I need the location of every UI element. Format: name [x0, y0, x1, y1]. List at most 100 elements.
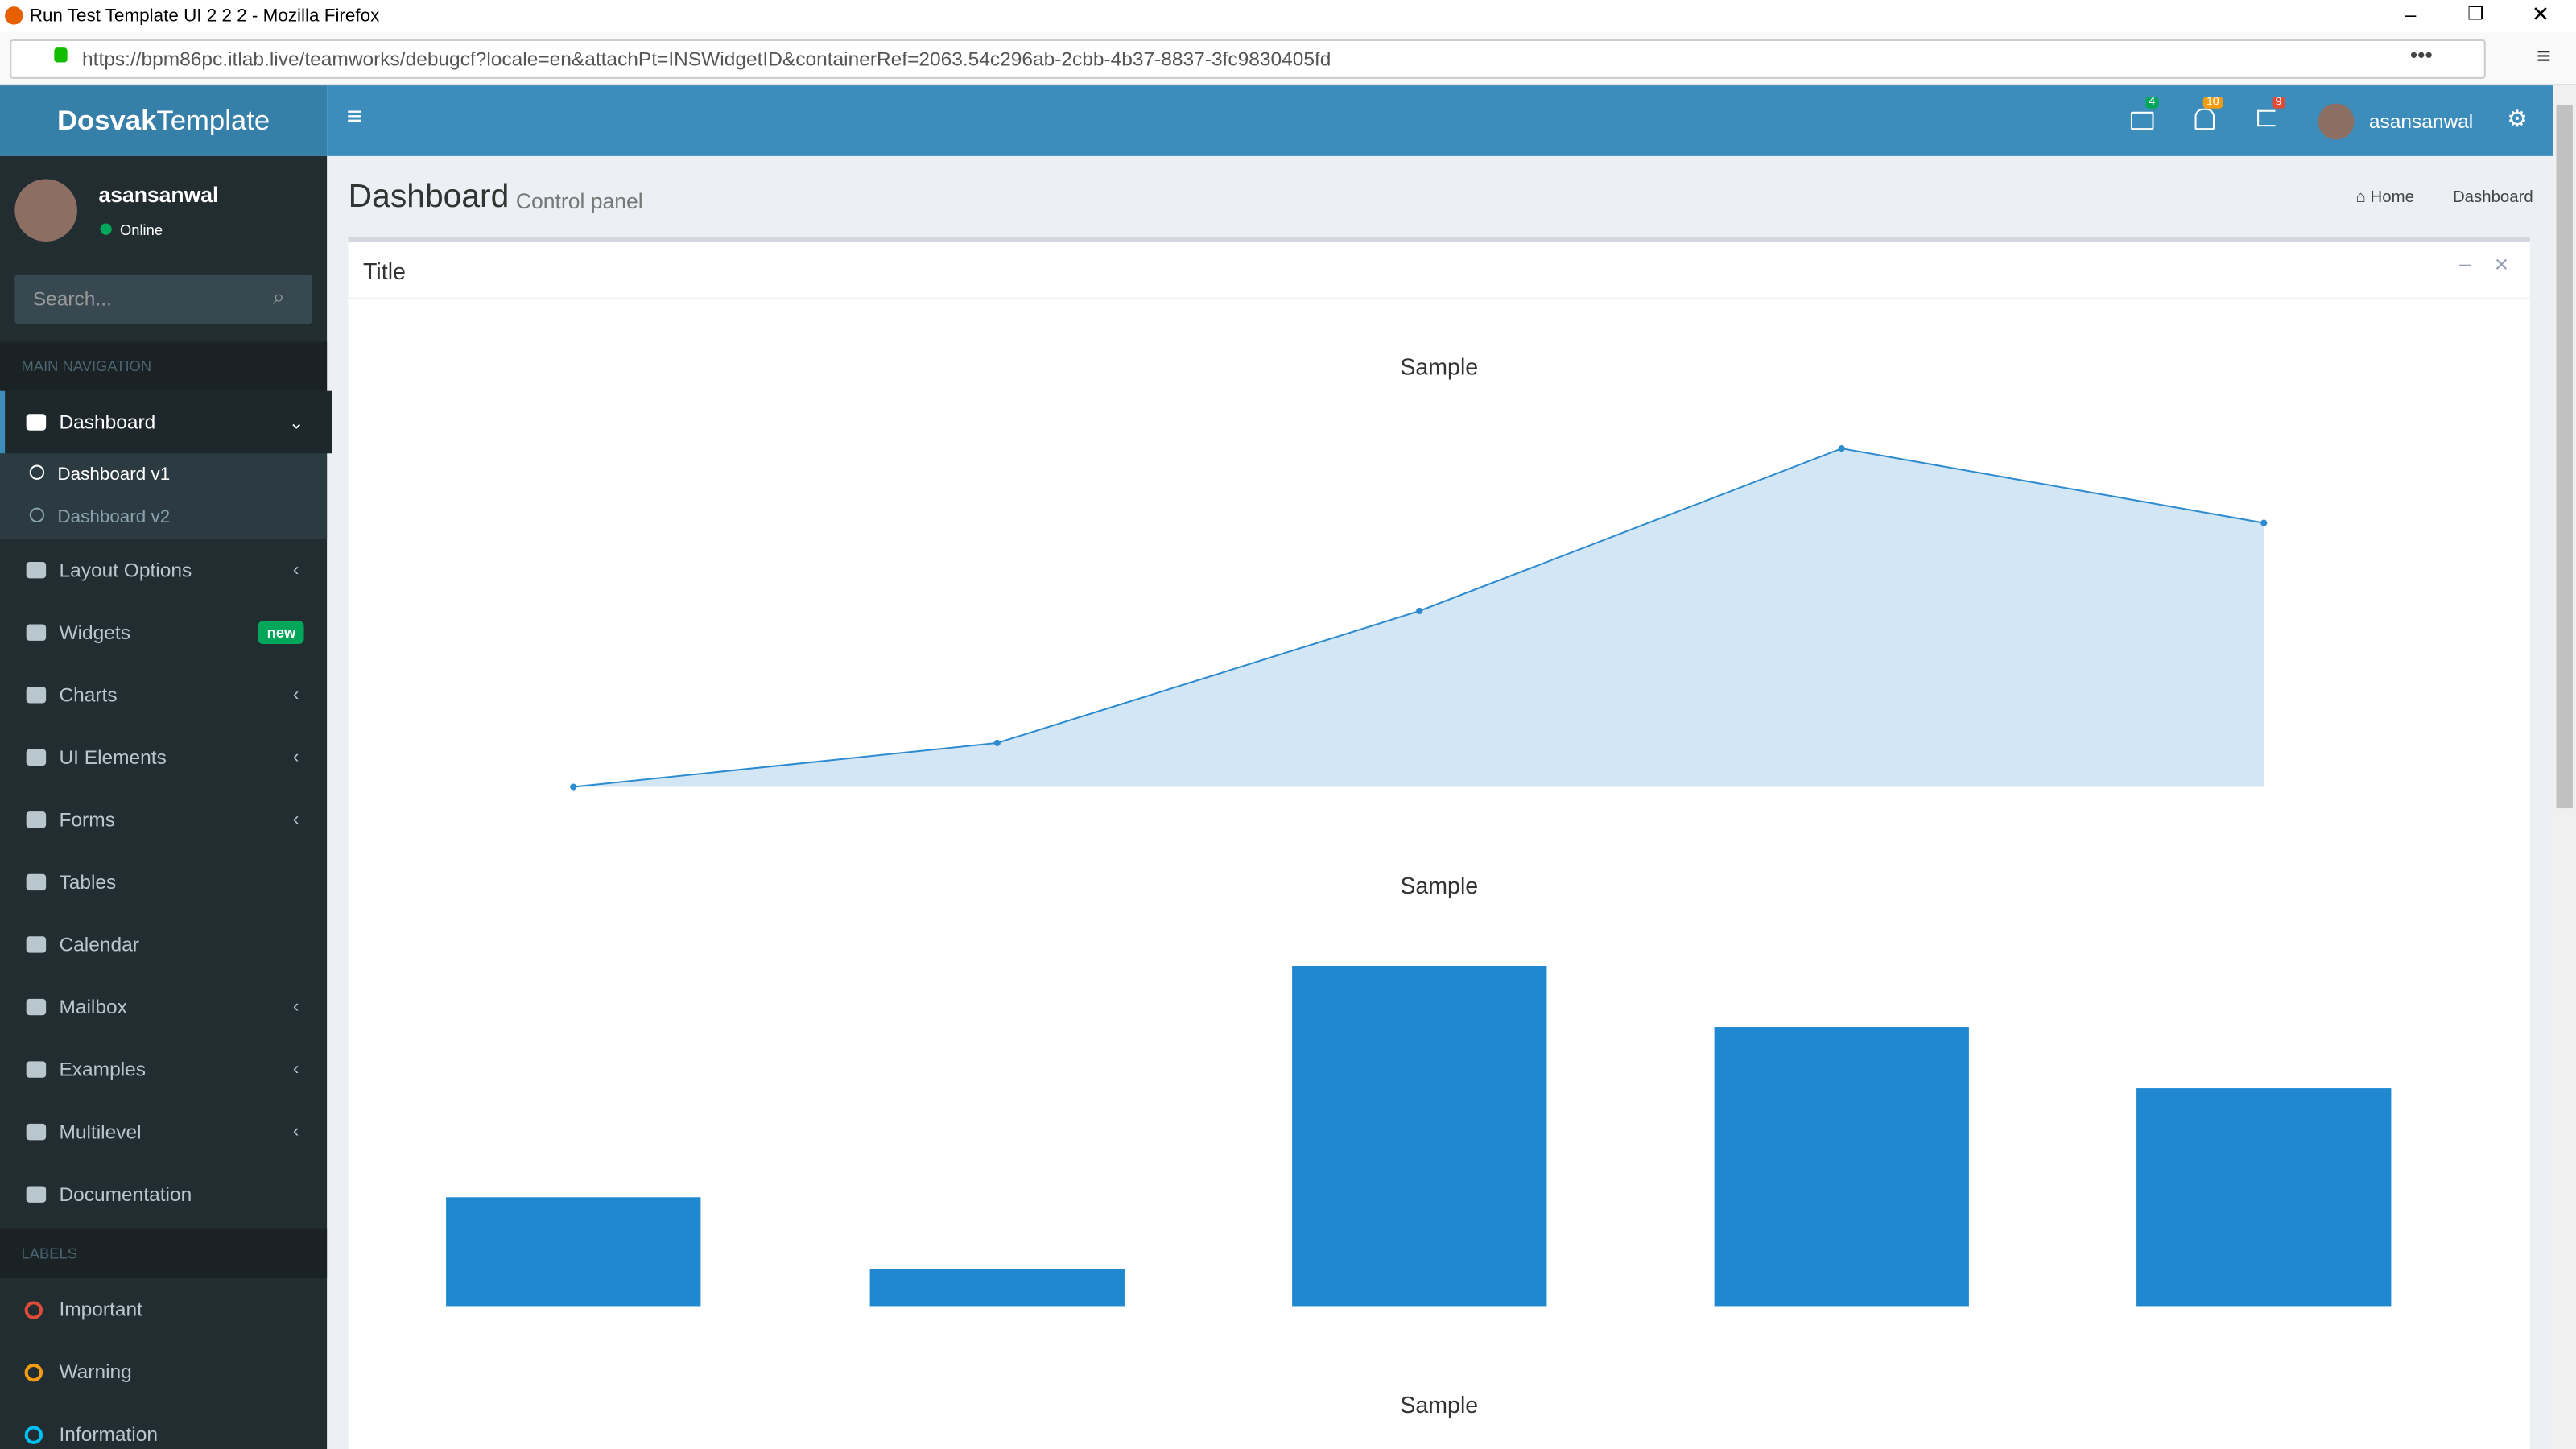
nav-item[interactable]: Mailbox ‹ [0, 976, 327, 1038]
nav-item[interactable]: Widgets new [0, 601, 327, 664]
area [573, 448, 2264, 787]
nav-label: Dashboard [59, 411, 156, 434]
nav-label: Mailbox [59, 995, 127, 1019]
status-dot [100, 223, 112, 235]
url-bar[interactable]: https://bpm86pc.itlab.live/teamworks/deb… [10, 39, 2486, 79]
nav-item[interactable]: Charts ‹ [0, 663, 327, 726]
lock-icon [54, 47, 68, 63]
nav-label: Calendar [59, 933, 139, 956]
nav-item[interactable]: Calendar [0, 914, 327, 976]
search-box[interactable]: Search... ⌕ [14, 274, 312, 324]
remove[interactable]: ✕ [2493, 256, 2509, 276]
nav-label: Layout Options [59, 558, 192, 582]
settings[interactable]: ⚙ [2507, 105, 2528, 132]
bar [446, 1197, 701, 1307]
label-item[interactable]: Warning [0, 1340, 327, 1403]
bell-badge: 10 [2202, 97, 2223, 109]
menu[interactable]: ≡ [2537, 43, 2551, 71]
status: Online [119, 221, 163, 238]
nav-label: Widgets [59, 621, 130, 644]
flag-icon[interactable] [2257, 109, 2276, 127]
point [993, 739, 1001, 746]
chevron: ⌄ [288, 413, 304, 433]
brand-light: Template [156, 105, 270, 137]
nav-label: Forms [59, 808, 115, 832]
user-avatar[interactable] [2318, 103, 2355, 140]
nav-heading: MAIN NAVIGATION [21, 357, 152, 375]
breadcrumb-current: Dashboard [2452, 188, 2533, 208]
chevron: ‹ [292, 559, 299, 580]
nav-item[interactable]: UI Elements ‹ [0, 726, 327, 789]
chevron: ‹ [292, 997, 299, 1018]
close[interactable]: ✕ [2531, 2, 2550, 27]
collapse[interactable]: – [2459, 251, 2471, 276]
submenu-item[interactable]: Dashboard v2 [29, 507, 170, 527]
chart-title: Sample [1400, 1393, 1478, 1418]
chevron: ‹ [292, 747, 299, 768]
submenu-item[interactable]: Dashboard v1 [29, 464, 170, 485]
nav-icon [26, 811, 47, 828]
nav-badge: new [258, 621, 304, 644]
circle-icon [29, 464, 45, 480]
nav-icon [26, 1061, 47, 1078]
title-bar: Run Test Template UI 2 2 2 - Mozilla Fir… [0, 0, 2576, 33]
label-item[interactable]: Important [0, 1278, 327, 1341]
labels-header: LABELS [0, 1228, 328, 1278]
bar [869, 1268, 1125, 1307]
point [2260, 519, 2268, 526]
nav-item[interactable]: Tables [0, 851, 327, 914]
nav-item[interactable]: Multilevel ‹ [0, 1100, 327, 1163]
chevron: ‹ [292, 810, 299, 830]
sidebar-avatar [14, 179, 77, 242]
breadcrumb-home[interactable]: ⌂ Home [2355, 188, 2415, 208]
nav-item[interactable]: Examples ‹ [0, 1038, 327, 1101]
window-title: Run Test Template UI 2 2 2 - Mozilla Fir… [29, 6, 380, 27]
brand-bold: Dosvak [56, 105, 157, 137]
nav-icon [26, 998, 47, 1016]
firefox-icon [5, 6, 23, 25]
labels-heading: LABELS [21, 1245, 77, 1262]
submenu: Dashboard v1 Dashboard v2 [0, 453, 328, 539]
bar [1292, 965, 1547, 1307]
page-title: Dashboard [348, 179, 510, 216]
point [1416, 607, 1423, 615]
user-name[interactable]: asansanwal [2368, 109, 2474, 134]
nav-item[interactable]: Dashboard ⌄ [0, 390, 332, 454]
search-icon[interactable]: ⌕ [272, 284, 285, 309]
scrollbar[interactable] [2553, 85, 2576, 1449]
nav-icon [26, 1123, 47, 1141]
nav-icon [26, 561, 47, 579]
sidebar-toggle[interactable]: ≡ [346, 103, 362, 132]
nav-item[interactable]: Forms ‹ [0, 789, 327, 852]
label-text: Information [59, 1422, 158, 1446]
nav-label: Multilevel [59, 1120, 142, 1144]
bar [2136, 1088, 2392, 1307]
label-text: Important [59, 1298, 142, 1321]
nav-item[interactable]: Layout Options ‹ [0, 539, 327, 601]
nav-label: Examples [59, 1058, 146, 1081]
mail-icon[interactable] [2130, 111, 2154, 130]
label-circle [24, 1300, 43, 1319]
flag-badge: 9 [2272, 97, 2285, 109]
logo[interactable]: DosvakTemplate [0, 85, 328, 156]
nav-icon [26, 687, 47, 704]
minimize[interactable]: – [2405, 3, 2417, 27]
breadcrumb-home-text: Home [2370, 188, 2415, 208]
page-subtitle: Control panel [515, 188, 643, 214]
navbar: ≡ 4 10 9 asansanwal ⚙ [327, 85, 2553, 156]
label-item[interactable]: Information [0, 1403, 327, 1449]
chevron: ‹ [292, 1121, 299, 1142]
chart-title: Sample [1400, 354, 1478, 380]
bell-icon[interactable] [2194, 108, 2215, 130]
circle-icon [29, 507, 45, 522]
nav-item[interactable]: Documentation [0, 1163, 327, 1226]
charts: Sample Sample Sample [446, 354, 2392, 1418]
nav-label: Charts [59, 683, 118, 707]
label-text: Warning [59, 1360, 132, 1384]
chevron: ‹ [292, 1059, 299, 1080]
restore[interactable]: ❐ [2467, 5, 2484, 25]
page-actions[interactable]: ••• [2409, 43, 2433, 68]
nav-icon [26, 873, 47, 891]
chevron: ‹ [292, 685, 299, 705]
